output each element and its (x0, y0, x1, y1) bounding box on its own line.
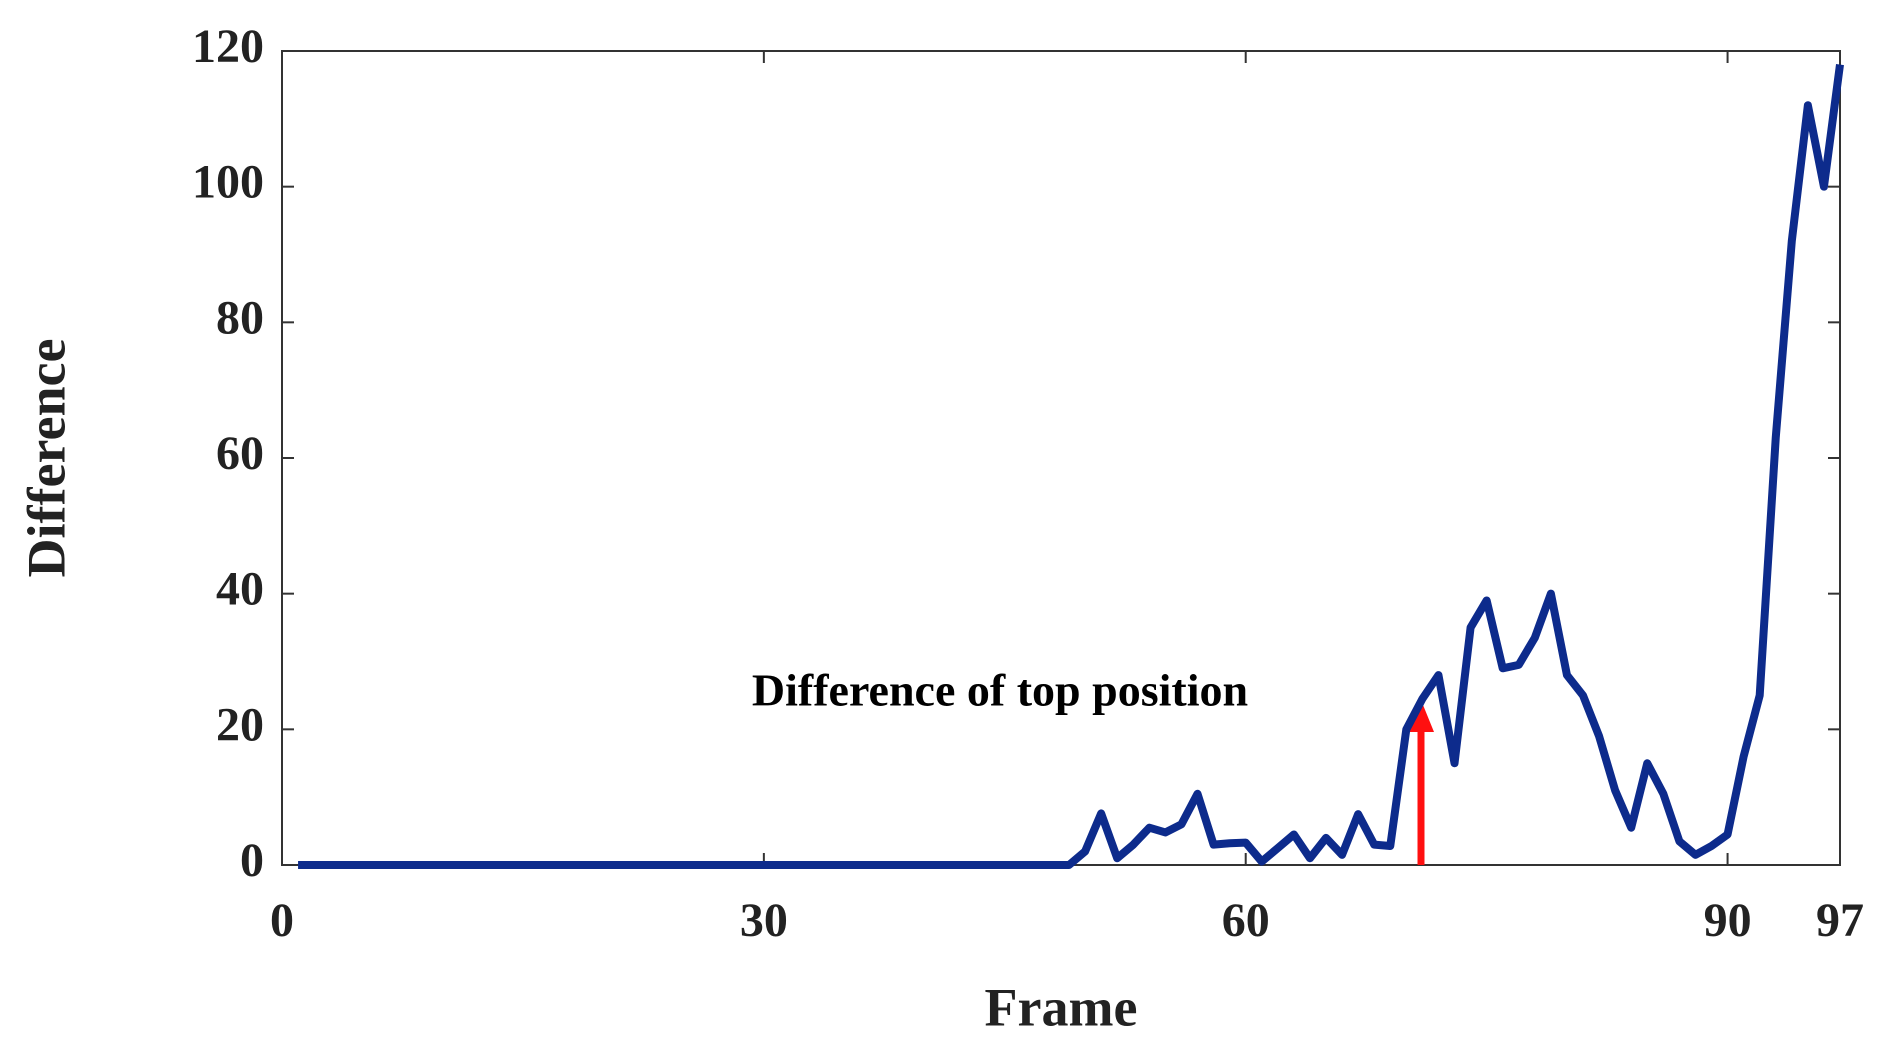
x-tick-label: 30 (740, 894, 788, 947)
y-tick-label: 100 (192, 156, 264, 209)
y-tick-label: 80 (216, 291, 264, 344)
data-line (298, 64, 1844, 869)
x-tick-label: 60 (1222, 894, 1270, 947)
y-axis-label: Difference (16, 339, 76, 578)
y-tick-label: 0 (240, 834, 264, 887)
plot-frame (281, 50, 1841, 866)
y-tick-label: 60 (216, 427, 264, 480)
x-axis-label: Frame (985, 977, 1138, 1037)
x-tick-label: 0 (270, 894, 294, 947)
annotation-arrowhead (1408, 700, 1434, 732)
y-tick-label: 120 (192, 20, 264, 73)
x-tick-label: 90 (1704, 894, 1752, 947)
y-tick-label: 40 (216, 563, 264, 616)
annotation: Difference of top position (752, 665, 1248, 716)
x-tick-label: 97 (1816, 894, 1864, 947)
y-tick-label: 20 (216, 698, 264, 751)
